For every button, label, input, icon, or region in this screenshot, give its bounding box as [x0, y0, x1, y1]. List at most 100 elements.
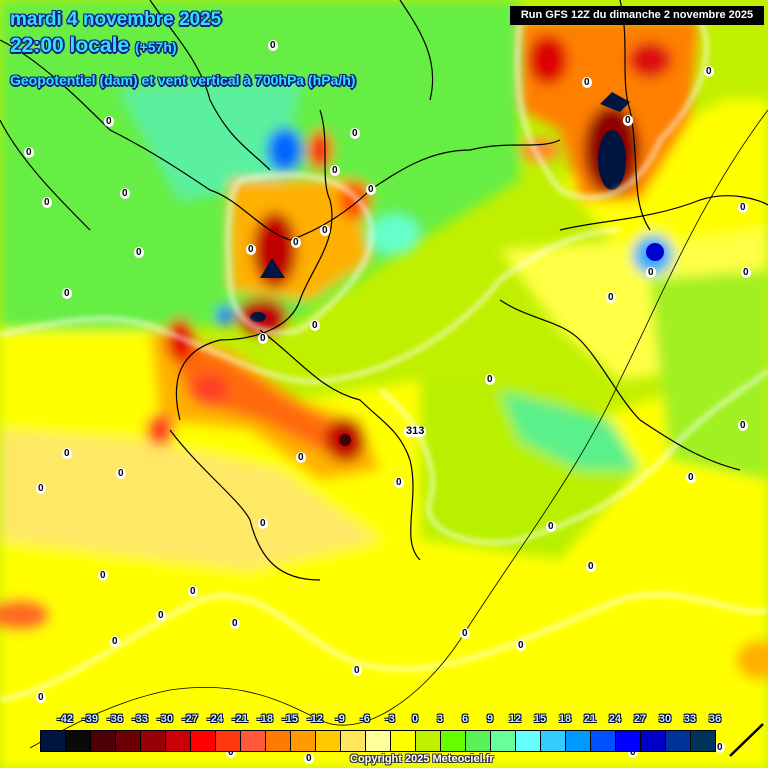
contour-label: 0 [134, 247, 144, 258]
legend-tick-label: 33 [683, 713, 697, 725]
contour-label: 0 [98, 570, 108, 581]
legend-swatch [466, 731, 491, 751]
contour-label: 0 [623, 115, 633, 126]
legend-tick-label: 24 [608, 713, 622, 725]
legend-tick-label: -24 [207, 713, 223, 725]
local-time: 22:00 locale [10, 34, 130, 57]
legend-swatch [491, 731, 516, 751]
legend-tick-label: -3 [385, 713, 395, 725]
legend-tick-label: 36 [708, 713, 722, 725]
legend-tick-label: 0 [411, 713, 419, 725]
contour-label: 0 [320, 225, 330, 236]
contour-label: 0 [116, 468, 126, 479]
parameter-description: Geopotentiel (dam) et vent vertical à 70… [10, 72, 356, 88]
legend-swatch [91, 731, 116, 751]
contour-label: 0 [330, 165, 340, 176]
legend-swatch [241, 731, 266, 751]
legend-swatch [516, 731, 541, 751]
contour-label: 0 [258, 518, 268, 529]
legend-swatch [616, 731, 641, 751]
legend-tick-label: -21 [232, 713, 248, 725]
contour-label: 0 [304, 753, 314, 764]
contour-label: 0 [366, 184, 376, 195]
legend-tick-label: -42 [57, 713, 73, 725]
legend-tick-label: -6 [360, 713, 370, 725]
wind-barb-icon [729, 723, 764, 757]
contour-label: 0 [24, 147, 34, 158]
legend-swatch [366, 731, 391, 751]
contour-label: 0 [296, 452, 306, 463]
legend-tick-label: -36 [107, 713, 123, 725]
contour-label: 0 [628, 747, 638, 758]
legend-tick-label: -15 [282, 713, 298, 725]
forecast-time: 22:00 locale (+57h) [10, 34, 177, 58]
legend-swatch [291, 731, 316, 751]
legend-swatch [416, 731, 441, 751]
contour-label: 0 [460, 628, 470, 639]
contour-label: 0 [42, 197, 52, 208]
contour-label: 0 [350, 128, 360, 139]
legend-swatch [341, 731, 366, 751]
legend-tick-label: -12 [307, 713, 323, 725]
geopotential-label: 313 [404, 425, 427, 437]
contour-label: 0 [546, 521, 556, 532]
legend-swatch [641, 731, 666, 751]
legend-swatch [566, 731, 591, 751]
contour-label: 0 [36, 483, 46, 494]
legend-tick-label: 9 [486, 713, 494, 725]
contour-label: 0 [258, 333, 268, 344]
contour-label: 0 [704, 66, 714, 77]
contour-label: 0 [646, 267, 656, 278]
contour-label: 0 [230, 618, 240, 629]
legend-tick-label: 15 [533, 713, 547, 725]
color-legend [40, 730, 716, 752]
contour-label: 0 [741, 267, 751, 278]
legend-tick-label: 12 [508, 713, 522, 725]
contour-label: 0 [715, 742, 725, 753]
contour-label: 0 [310, 320, 320, 331]
contour-label: 0 [62, 448, 72, 459]
legend-swatch [691, 731, 715, 751]
legend-tick-label: -30 [157, 713, 173, 725]
legend-swatch [316, 731, 341, 751]
legend-swatch [66, 731, 91, 751]
contour-label: 0 [686, 472, 696, 483]
contour-label: 0 [156, 610, 166, 621]
legend-swatch [191, 731, 216, 751]
contour-label: 0 [582, 77, 592, 88]
contour-label: 0 [120, 188, 130, 199]
legend-swatch [41, 731, 66, 751]
legend-swatch [216, 731, 241, 751]
forecast-date: mardi 4 novembre 2025 [10, 9, 222, 30]
legend-ticks: -42 -39 -36 -33 -30 -27 -24 -21 -18 -15 -12 -9 -6 -3 0… [40, 713, 740, 727]
contour-label: 0 [516, 640, 526, 651]
contour-label: 0 [738, 420, 748, 431]
legend-swatch [141, 731, 166, 751]
legend-swatch [391, 731, 416, 751]
legend-tick-label: 30 [658, 713, 672, 725]
contour-label: 0 [485, 374, 495, 385]
legend-swatch [591, 731, 616, 751]
run-info-banner: Run GFS 12Z du dimanche 2 novembre 2025 [510, 6, 764, 25]
legend-swatch [441, 731, 466, 751]
legend-tick-label: 3 [436, 713, 444, 725]
legend-tick-label: -9 [335, 713, 345, 725]
legend-tick-label: -33 [132, 713, 148, 725]
contour-label: 0 [62, 288, 72, 299]
contour-label: 0 [188, 586, 198, 597]
contour-label: 0 [104, 116, 114, 127]
legend-swatch [541, 731, 566, 751]
legend-tick-label: -39 [82, 713, 98, 725]
contour-label: 0 [738, 202, 748, 213]
contour-label: 0 [291, 237, 301, 248]
legend-swatch [166, 731, 191, 751]
legend-swatch [266, 731, 291, 751]
legend-swatch [666, 731, 691, 751]
contour-label: 0 [394, 477, 404, 488]
contour-label: 0 [606, 292, 616, 303]
legend-tick-label: 21 [583, 713, 597, 725]
legend-tick-label: 6 [461, 713, 469, 725]
contour-label: 0 [586, 561, 596, 572]
legend-tick-label: -27 [182, 713, 198, 725]
